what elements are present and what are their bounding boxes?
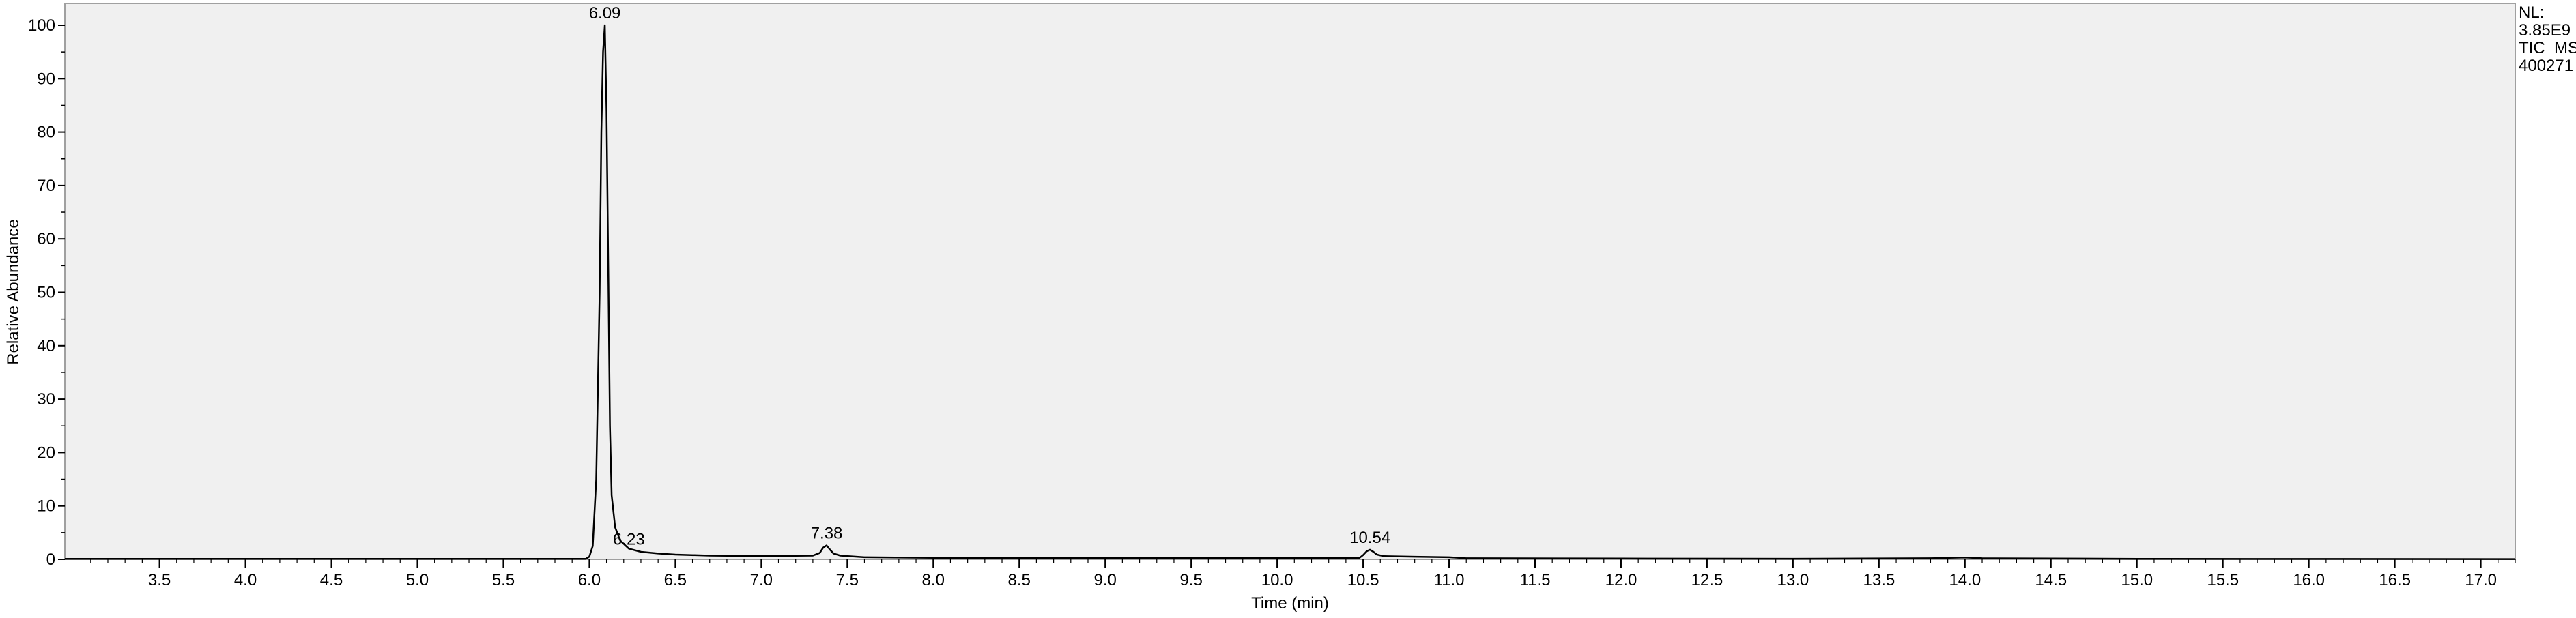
plot-area bbox=[64, 3, 2516, 560]
x-tick-label: 5.0 bbox=[406, 571, 429, 589]
y-tick-label: 0 bbox=[46, 550, 55, 569]
x-tick-label: 9.5 bbox=[1179, 571, 1202, 589]
normalization-level-value: 3.85E9 bbox=[2519, 21, 2571, 40]
peak-label: 6.23 bbox=[613, 530, 645, 548]
x-tick-label: 7.5 bbox=[836, 571, 859, 589]
x-tick-label: 10.0 bbox=[1261, 571, 1293, 589]
x-tick-label: 16.0 bbox=[2293, 571, 2325, 589]
x-tick-label: 10.5 bbox=[1347, 571, 1379, 589]
peak-label: 7.38 bbox=[811, 525, 843, 543]
x-tick-label: 15.0 bbox=[2121, 571, 2153, 589]
x-tick-label: 11.5 bbox=[1520, 571, 1551, 589]
y-tick-label: 100 bbox=[28, 16, 55, 35]
trace-type-label: TIC MS bbox=[2519, 39, 2576, 57]
x-tick-label: 5.5 bbox=[492, 571, 515, 589]
x-tick-label: 11.0 bbox=[1434, 571, 1465, 589]
y-tick-label: 50 bbox=[37, 284, 55, 302]
x-tick-label: 8.5 bbox=[1008, 571, 1031, 589]
y-tick-label: 80 bbox=[37, 123, 55, 142]
y-tick-label: 90 bbox=[37, 70, 55, 88]
x-tick-label: 15.5 bbox=[2207, 571, 2239, 589]
peak-label: 6.09 bbox=[589, 4, 621, 23]
x-tick-label: 3.5 bbox=[148, 571, 171, 589]
x-axis: 3.5 4.0 4.5 5.0 5.5 6.0 6.5 7.0 7.5 8.0 8.5 9.0 9.5 1… bbox=[90, 559, 2516, 589]
y-tick-label: 60 bbox=[37, 230, 55, 248]
x-tick-label: 7.0 bbox=[750, 571, 773, 589]
x-tick-label: 8.0 bbox=[922, 571, 945, 589]
x-tick-label: 6.5 bbox=[664, 571, 687, 589]
x-tick-label: 9.0 bbox=[1093, 571, 1116, 589]
y-axis-title: Relative Abundance bbox=[4, 219, 23, 365]
peak-label: 10.54 bbox=[1349, 529, 1390, 547]
x-axis-title: Time (min) bbox=[1251, 594, 1329, 613]
x-tick-label: 13.5 bbox=[1863, 571, 1895, 589]
x-tick-label: 16.5 bbox=[2379, 571, 2411, 589]
tic-trace-line bbox=[65, 24, 2516, 560]
y-tick-label: 20 bbox=[37, 443, 55, 462]
y-axis: 0 10 20 30 40 50 60 70 80 90 100 bbox=[28, 16, 65, 569]
x-tick-label: 4.0 bbox=[234, 571, 257, 589]
y-tick-label: 30 bbox=[37, 390, 55, 409]
file-id-label: 400271 bbox=[2519, 57, 2574, 75]
x-tick-label: 12.5 bbox=[1691, 571, 1723, 589]
normalization-level-label: NL: bbox=[2519, 3, 2545, 22]
y-tick-label: 10 bbox=[37, 497, 55, 516]
x-tick-label: 13.0 bbox=[1777, 571, 1809, 589]
x-tick-label: 4.5 bbox=[320, 571, 343, 589]
x-tick-label: 14.5 bbox=[2035, 571, 2067, 589]
peak-labels: 6.09 6.23 7.38 10.54 bbox=[589, 4, 1390, 548]
y-tick-label: 40 bbox=[37, 337, 55, 355]
x-tick-label: 17.0 bbox=[2465, 571, 2497, 589]
x-tick-label: 6.0 bbox=[578, 571, 601, 589]
y-tick-label: 70 bbox=[37, 177, 55, 195]
x-tick-label: 12.0 bbox=[1605, 571, 1637, 589]
x-tick-label: 14.0 bbox=[1949, 571, 1981, 589]
